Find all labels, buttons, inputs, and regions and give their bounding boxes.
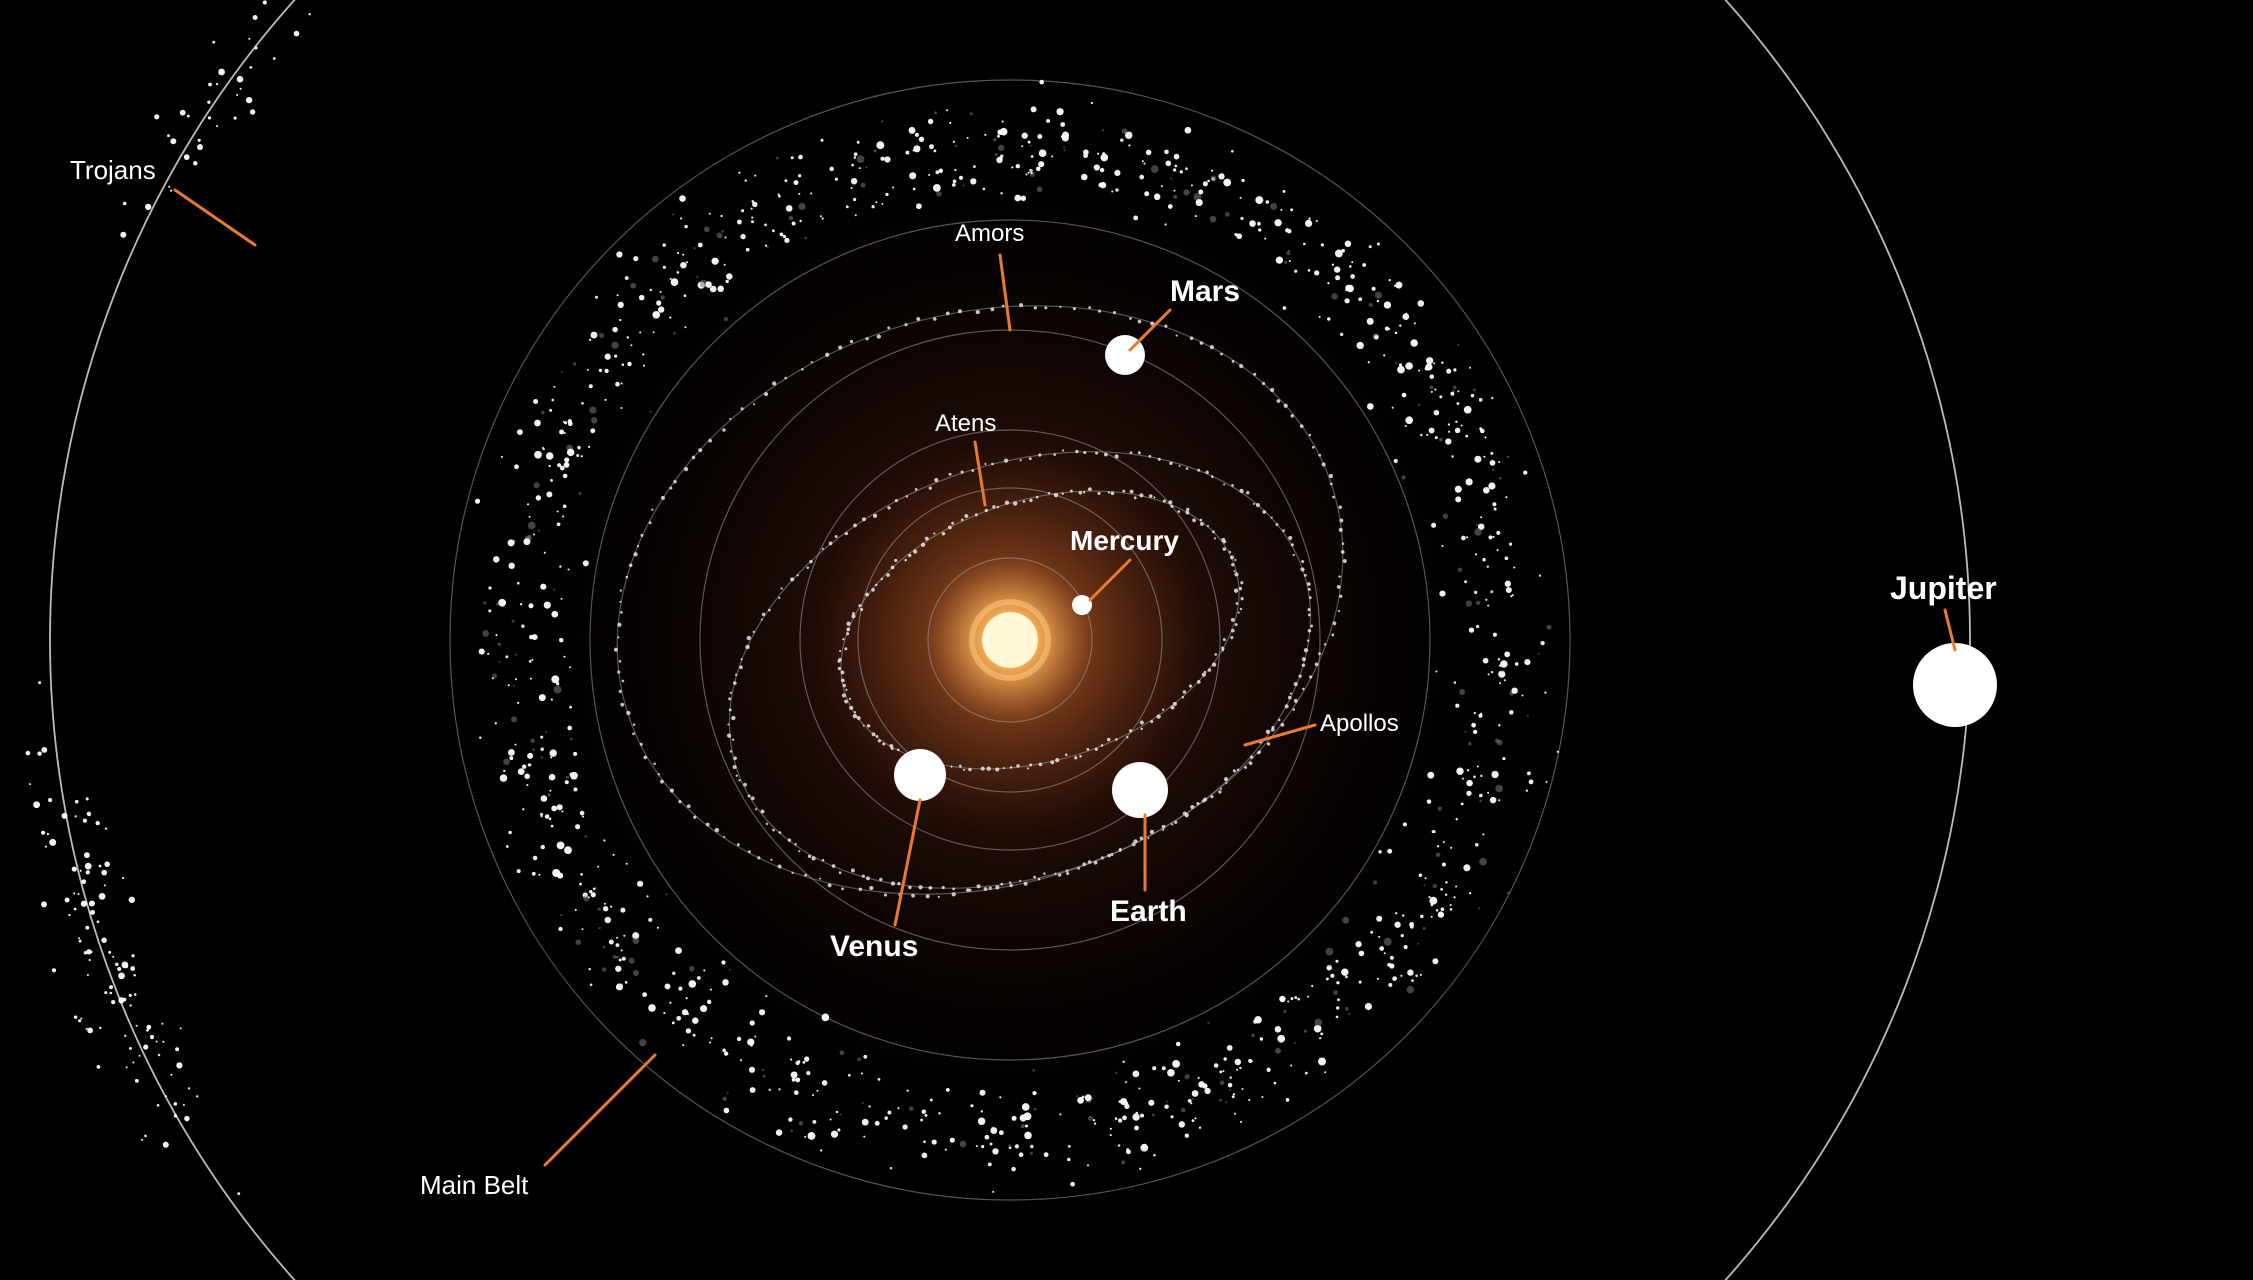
solar-system-diagram: TrojansAmorsAtensMarsMercuryApollosEarth… <box>0 0 2253 1280</box>
leader-trojans <box>175 190 255 245</box>
mercury-planet <box>1072 595 1092 615</box>
venus-planet <box>894 749 946 801</box>
leader-mainbelt <box>545 1055 655 1165</box>
sun <box>982 612 1038 668</box>
jupiter-planet <box>1913 643 1997 727</box>
trojans-trailing <box>120 0 342 238</box>
earth-planet <box>1112 762 1168 818</box>
